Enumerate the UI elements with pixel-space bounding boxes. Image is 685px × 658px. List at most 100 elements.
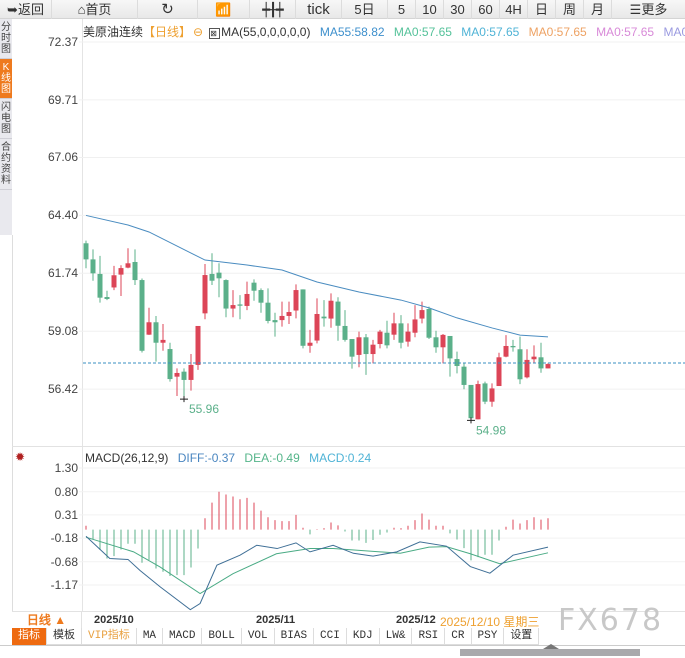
period-60min[interactable]: 60	[472, 0, 500, 19]
indicator-tab-kdj[interactable]: KDJ	[347, 628, 380, 645]
candle-down	[132, 261, 138, 281]
macd-tick: 1.30	[54, 461, 78, 475]
candle-up	[531, 356, 537, 360]
scrollbar-thumb[interactable]	[460, 649, 640, 656]
left-border	[12, 235, 13, 611]
candlestick-icon: ┿╂┿	[262, 2, 284, 17]
price-tick: 59.08	[47, 324, 78, 338]
candle-down	[209, 273, 215, 281]
period-week[interactable]: 周	[556, 0, 584, 19]
candle-up	[377, 331, 383, 345]
candle-down	[167, 349, 173, 380]
candle-down	[398, 323, 404, 343]
refresh-button[interactable]: ↻	[138, 0, 198, 19]
candle-down	[468, 384, 474, 419]
indicator-tab-boll[interactable]: BOLL	[202, 628, 242, 645]
ma-value: MA0:57.65	[393, 25, 452, 39]
indicator-tab-vol[interactable]: VOL	[242, 628, 275, 645]
candle-down	[181, 371, 187, 380]
hover-weekday: 星期三	[503, 615, 540, 629]
ma-value: MA0:57.65	[461, 25, 520, 39]
candle-up	[195, 325, 201, 365]
home-button[interactable]: ⌂首页	[52, 0, 138, 19]
macd-tick: -0.68	[50, 555, 78, 569]
more-button[interactable]: ☰更多	[629, 2, 668, 17]
candle-down	[258, 290, 264, 303]
refresh-icon: ↻	[161, 1, 174, 18]
candle-down	[265, 302, 271, 321]
x-axis: 日线 ▲ 2025/10 2025/11 2025/12 2025/12/10 …	[12, 611, 685, 630]
tab-contract-info[interactable]: 合约资料	[0, 139, 12, 190]
candle-up	[174, 372, 180, 377]
candle-up	[160, 339, 166, 343]
period-toggle[interactable]: 日线 ▲	[12, 612, 82, 629]
price-tick: 67.06	[47, 150, 78, 164]
period-10min[interactable]: 10	[416, 0, 444, 19]
candle-down	[237, 304, 243, 306]
indicator-tab-cr[interactable]: CR	[445, 628, 472, 645]
indicator-tab-rsi[interactable]: RSI	[412, 628, 446, 645]
candle-down	[363, 337, 369, 355]
macd-tick: -0.18	[50, 531, 78, 545]
kline-chart[interactable]: 55.96 54.98	[0, 0, 685, 611]
candle-down	[223, 280, 229, 309]
period-4h[interactable]: 4H	[500, 0, 528, 19]
indicator-tab-macd[interactable]: MACD	[163, 628, 203, 645]
candle-up	[202, 275, 208, 314]
candle-down	[461, 366, 467, 385]
period-day[interactable]: 日	[528, 0, 556, 19]
candle-down	[482, 383, 488, 402]
scroll-handle-icon[interactable]	[543, 644, 559, 649]
back-button[interactable]: ➥返回	[0, 0, 52, 19]
collapse-icon[interactable]: ⊖	[193, 25, 204, 39]
indicator-settings-icon[interactable]: ✹	[15, 450, 26, 464]
period-5day[interactable]: 5日	[342, 0, 388, 19]
macd-tick: 0.31	[54, 508, 78, 522]
candle-down	[139, 280, 145, 351]
bar-chart-icon: 📶	[215, 2, 232, 17]
indicator-tab-bias[interactable]: BIAS	[275, 628, 315, 645]
indicator-tab-vip[interactable]: VIP指标	[82, 628, 137, 645]
indicator-tab-[interactable]: 设置	[504, 628, 540, 645]
price-tick: 72.37	[47, 35, 78, 49]
tab-timeshare[interactable]: 分时图	[0, 19, 12, 59]
macd-tick: -1.17	[50, 578, 78, 592]
ma-settings-icon[interactable]: ⊠	[209, 28, 221, 39]
candle-down	[342, 325, 348, 340]
candle-up	[370, 344, 376, 355]
low-price-label: 55.96	[189, 402, 219, 416]
candle-down	[510, 345, 516, 348]
indicator-tab-[interactable]: 模板	[47, 628, 82, 645]
indicator-tab-ma[interactable]: MA	[137, 628, 164, 645]
price-tick: 56.42	[47, 382, 78, 396]
indicator-chart-button[interactable]: 📶	[198, 0, 250, 19]
candle-up	[412, 319, 418, 333]
candle-down	[104, 297, 110, 299]
candle-down	[433, 337, 439, 348]
candle-up	[188, 364, 194, 380]
period-30min[interactable]: 30	[444, 0, 472, 19]
candle-up	[496, 357, 502, 387]
tab-flash[interactable]: 闪电图	[0, 99, 12, 139]
price-legend: 美原油连续【日线】 ⊖ ⊠ MA(55,0,0,0,0,0) MA55:58.82 M…	[83, 23, 685, 39]
period-5min[interactable]: 5	[388, 0, 416, 19]
period-month[interactable]: 月	[584, 0, 612, 19]
candle-up	[328, 300, 334, 319]
indicator-tab-cci[interactable]: CCI	[314, 628, 347, 645]
candle-up	[244, 293, 250, 306]
candle-down	[216, 272, 222, 279]
candle-up	[118, 268, 124, 275]
candlestick-button[interactable]: ┿╂┿	[250, 0, 296, 19]
fx678-watermark: FX678	[558, 603, 664, 638]
candle-down	[251, 282, 257, 291]
candle-up	[545, 364, 551, 369]
low-price-label: 54.98	[476, 423, 506, 437]
tab-kline[interactable]: K线图	[0, 59, 12, 99]
period-tick[interactable]: tick	[296, 0, 342, 19]
price-tick: 64.40	[47, 208, 78, 222]
indicator-tab-lw[interactable]: LW&	[380, 628, 413, 645]
candle-down	[335, 301, 341, 326]
indicator-tab-[interactable]: 指标	[12, 628, 47, 645]
indicator-tab-psy[interactable]: PSY	[472, 628, 505, 645]
candle-down	[517, 349, 523, 380]
